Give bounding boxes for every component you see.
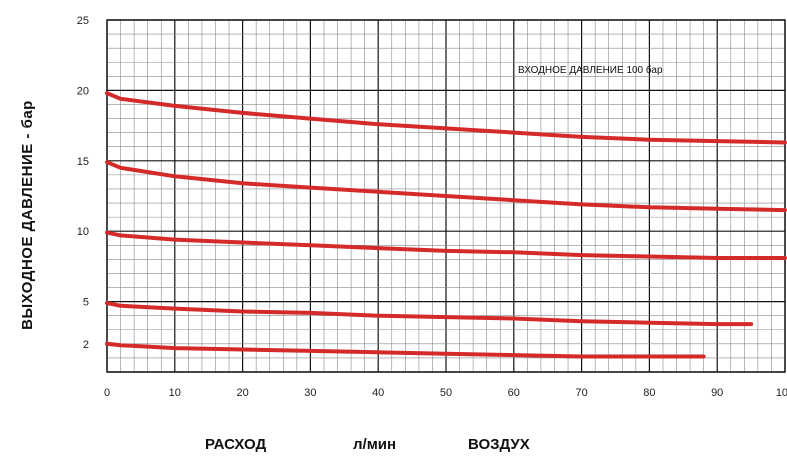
pressure-curve-3	[105, 230, 787, 260]
x-tick-label: 0	[104, 387, 110, 399]
pressure-curve-1	[105, 91, 787, 145]
x-tick-label: 70	[575, 387, 587, 399]
y-tick-label: 20	[77, 85, 89, 97]
x-tick-label: 10	[169, 387, 181, 399]
y-tick-label: 25	[77, 15, 89, 27]
x-axis-label-unit: л/мин	[353, 436, 396, 453]
x-tick-label: 20	[236, 387, 248, 399]
chart-grid	[106, 19, 786, 373]
chart-curves	[105, 91, 787, 359]
tick-labels: 01020304050607080901002510152025	[77, 15, 787, 399]
pressure-curve-4	[105, 301, 754, 327]
x-tick-label: 40	[372, 387, 384, 399]
x-tick-label: 60	[508, 387, 520, 399]
x-tick-label: 80	[643, 387, 655, 399]
y-tick-label: 2	[83, 339, 89, 351]
x-axis-label-medium: ВОЗДУХ	[468, 436, 530, 453]
x-tick-label: 100	[776, 387, 787, 399]
x-tick-label: 50	[440, 387, 452, 399]
x-tick-label: 90	[711, 387, 723, 399]
y-tick-label: 10	[77, 226, 89, 238]
pressure-curve-2	[105, 160, 787, 213]
y-tick-label: 5	[83, 297, 89, 309]
y-tick-label: 15	[77, 156, 89, 168]
x-tick-label: 30	[304, 387, 316, 399]
plot-frame	[106, 19, 786, 373]
inlet-pressure-annotation: ВХОДНОЕ ДАВЛЕНИЕ 100 бар	[518, 64, 663, 76]
x-axis-label-flow: РАСХОД	[205, 436, 266, 453]
y-axis-label: ВЫХОДНОЕ ДАВЛЕНИЕ - бар	[19, 100, 36, 330]
pressure-curve-5	[105, 341, 706, 359]
